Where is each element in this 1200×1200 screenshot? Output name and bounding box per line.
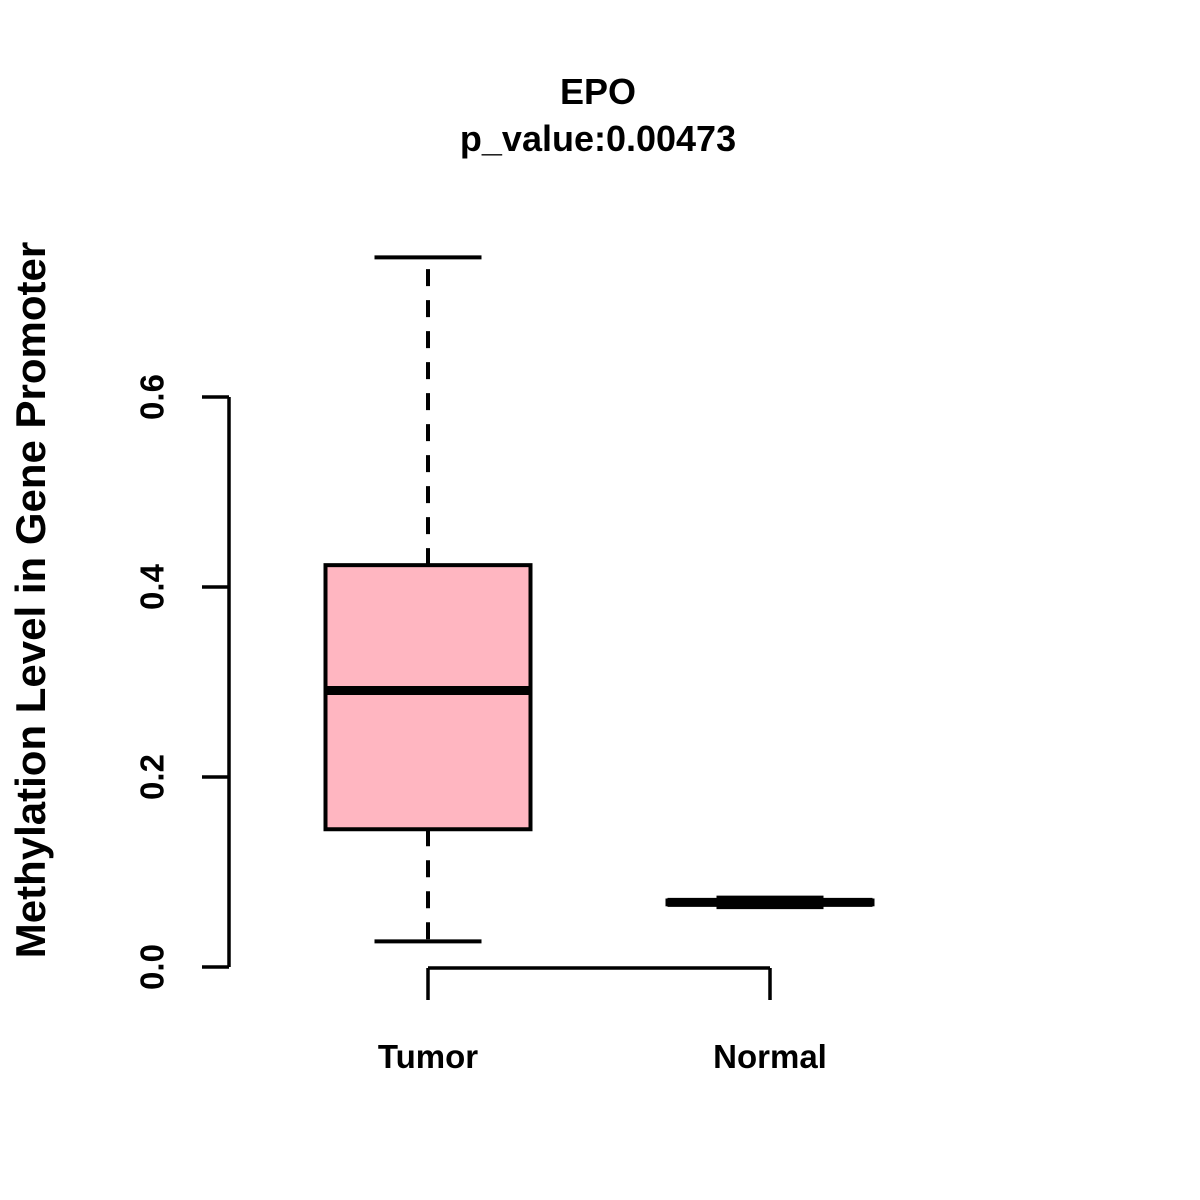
x-category-label: Tumor bbox=[378, 1038, 478, 1075]
y-tick-label: 0.2 bbox=[134, 754, 171, 800]
iqr-box bbox=[323, 563, 533, 832]
x-category-label: Normal bbox=[713, 1038, 827, 1075]
y-tick-label: 0.4 bbox=[134, 563, 171, 610]
y-tick-label: 0.0 bbox=[134, 944, 171, 990]
y-tick-label: 0.6 bbox=[134, 374, 171, 420]
plot-subtitle: p_value:0.00473 bbox=[459, 118, 737, 159]
plot-title: EPO bbox=[559, 71, 637, 112]
